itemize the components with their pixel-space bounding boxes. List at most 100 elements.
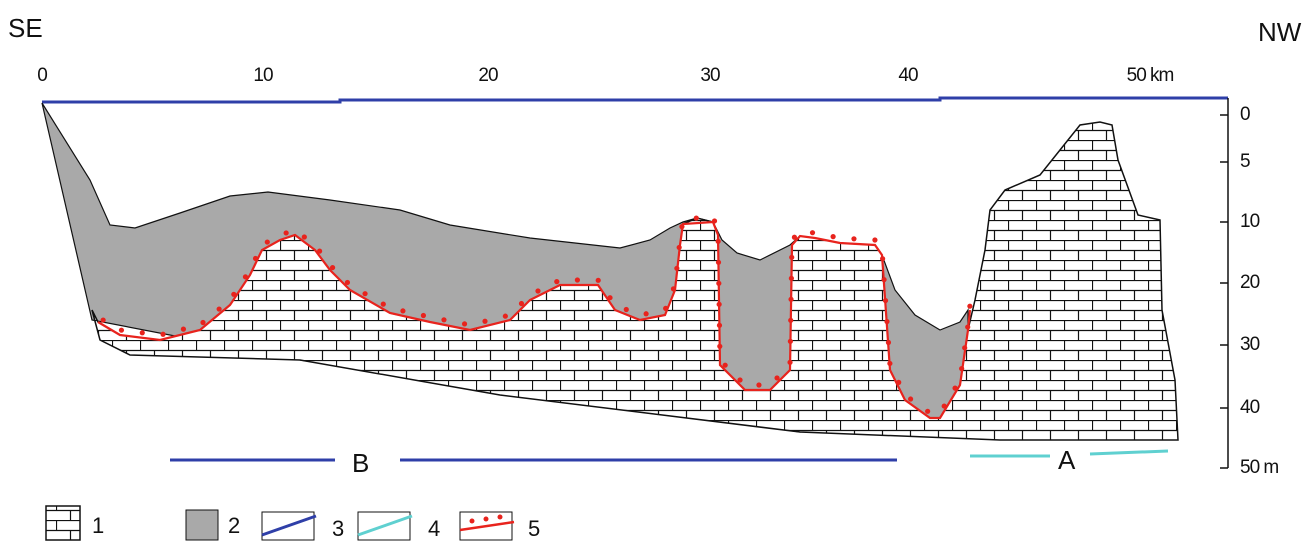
contact-dot [886, 340, 891, 345]
contact-dot [421, 313, 426, 318]
contact-dot [317, 249, 322, 254]
contact-dot [792, 235, 797, 240]
legend-label: 5 [528, 516, 540, 541]
contact-dot [181, 327, 186, 332]
contact-dot [140, 330, 145, 335]
contact-dot [345, 280, 350, 285]
contact-dot [644, 311, 649, 316]
contact-dot [381, 302, 386, 307]
contact-dot [674, 266, 679, 271]
contact-dot [723, 363, 728, 368]
contact-dot [942, 403, 947, 408]
contact-dot [519, 301, 524, 306]
cross-section: SE NW 051020304050 m 01020304050 km B A … [0, 0, 1314, 552]
contact-dot [535, 288, 540, 293]
contact-dot [756, 382, 761, 387]
contact-dot [101, 317, 106, 322]
legend: 1 2 3 4 5 [46, 506, 540, 541]
contact-dot [503, 314, 508, 319]
contact-dot [200, 320, 205, 325]
section-a-line [1090, 451, 1168, 454]
contact-dot [965, 324, 970, 329]
contact-dot [962, 345, 967, 350]
contact-dot [253, 256, 258, 261]
distance-label: 30 [700, 65, 720, 86]
contact-dot [716, 260, 721, 265]
contact-dot [884, 319, 889, 324]
section-b-label: B [352, 448, 369, 478]
contact-dot [217, 306, 222, 311]
contact-dot [462, 321, 467, 326]
contact-dot [671, 286, 676, 291]
contact-dot [952, 386, 957, 391]
contact-dot [330, 265, 335, 270]
direction-se: SE [8, 13, 43, 43]
distance-label: 40 [898, 65, 918, 86]
depth-label: 30 [1240, 334, 1260, 355]
contact-dot [887, 361, 892, 366]
contact-dot [679, 224, 684, 229]
legend-label: 3 [332, 516, 344, 541]
contact-dot [774, 375, 779, 380]
contact-dot [284, 230, 289, 235]
contact-dot [967, 304, 972, 309]
depth-label: 0 [1240, 104, 1250, 125]
contact-dot [441, 317, 446, 322]
contact-dot [789, 276, 794, 281]
distance-label: 0 [37, 65, 47, 86]
contact-dot [596, 278, 601, 283]
contact-dot [810, 230, 815, 235]
contact-dot [482, 319, 487, 324]
distance-label: 10 [253, 65, 273, 86]
contact-dot [880, 256, 885, 261]
contact-dot [265, 239, 270, 244]
contact-dot [231, 292, 236, 297]
contact-dot [694, 216, 699, 221]
contact-dot [851, 236, 856, 241]
contact-dot [789, 255, 794, 260]
contact-dot [554, 279, 559, 284]
legend-limestone [46, 506, 80, 540]
legend-contact [498, 515, 503, 520]
contact-dot [677, 245, 682, 250]
distance-label: 50 km [1127, 65, 1174, 86]
contact-dot [925, 409, 930, 414]
contact-dot [575, 277, 580, 282]
depth-label: 50 m [1240, 457, 1278, 478]
contact-dot [896, 380, 901, 385]
contact-dot [881, 277, 886, 282]
contact-dot [624, 307, 629, 312]
contact-dot [737, 377, 742, 382]
contact-dot [831, 234, 836, 239]
contact-dot [717, 323, 722, 328]
contact-dot [712, 218, 717, 223]
contact-dot [788, 339, 793, 344]
contact-dot [717, 302, 722, 307]
contact-dot [716, 239, 721, 244]
contact-dot [362, 291, 367, 296]
distance-label: 20 [478, 65, 498, 86]
direction-nw: NW [1258, 17, 1302, 47]
depth-label: 5 [1240, 151, 1250, 172]
legend-label: 1 [92, 513, 104, 538]
contact-dot [872, 237, 877, 242]
legend-label: 2 [228, 513, 240, 538]
contact-dot [663, 306, 668, 311]
contact-dot [302, 234, 307, 239]
distance-scale: 0 10 20 30 40 50 km [37, 65, 1173, 86]
contact-dot [908, 396, 913, 401]
depth-label: 10 [1240, 211, 1260, 232]
surface-line [42, 98, 1228, 102]
contact-dot [788, 297, 793, 302]
legend-contact [470, 519, 475, 524]
legend-label: 4 [428, 516, 440, 541]
contact-dot [243, 274, 248, 279]
contact-dot [716, 281, 721, 286]
depth-label: 20 [1240, 272, 1260, 293]
contact-dot [959, 366, 964, 371]
contact-dot [119, 328, 124, 333]
contact-dot [717, 344, 722, 349]
legend-contact [484, 517, 489, 522]
contact-dot [400, 308, 405, 313]
